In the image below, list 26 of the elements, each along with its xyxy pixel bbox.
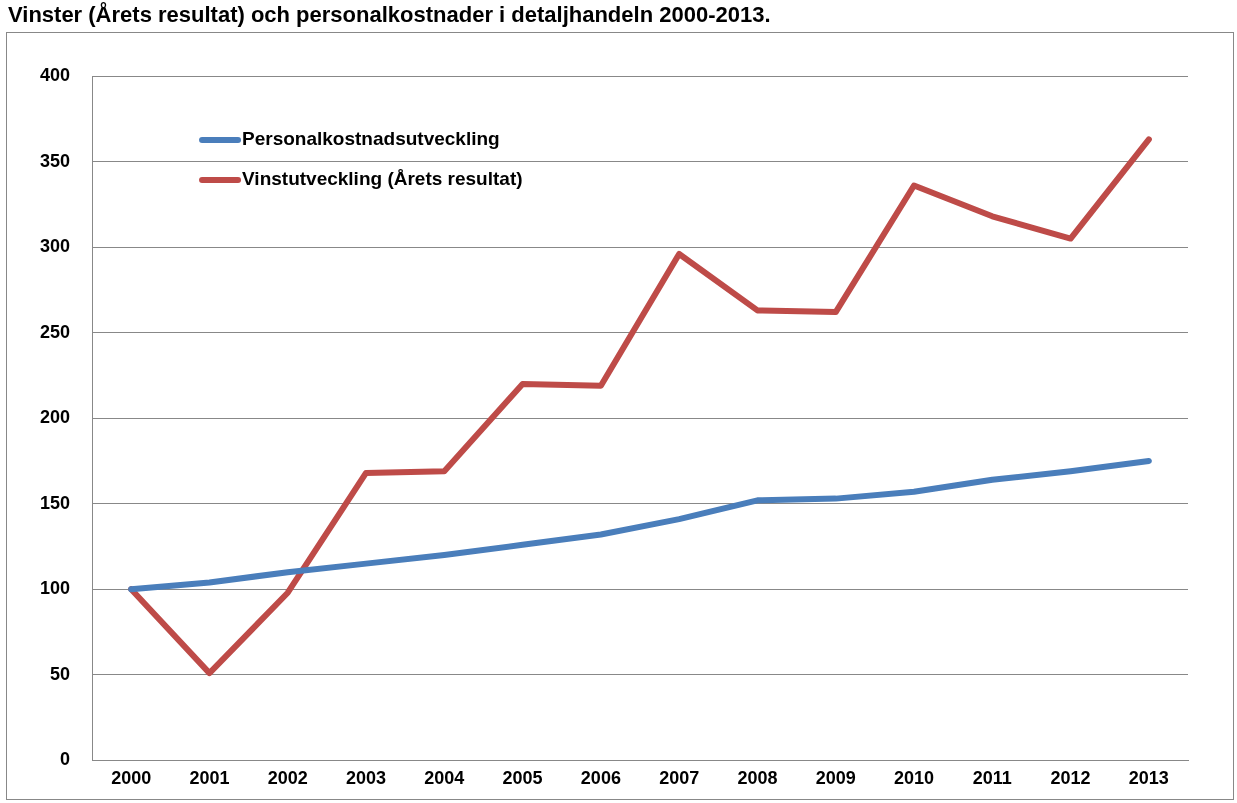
legend-label: Personalkostnadsutveckling [242,128,500,150]
y-tick-label: 150 [39,492,71,513]
y-tick-label: 250 [39,321,71,342]
y-tick-label: 200 [39,407,71,428]
x-tick-label: 2009 [815,768,856,789]
y-tick-label: 50 [50,663,71,684]
x-tick-label: 2004 [424,768,465,789]
x-tick-label: 2000 [111,768,152,789]
y-tick-label: 300 [39,236,71,257]
x-tick-label: 2006 [580,768,621,789]
x-tick-label: 2005 [502,768,543,789]
chart-title: Vinster (Årets resultat) och personalkostnader i detaljhandeln 2000-2013. [7,1,772,29]
x-tick-label: 2003 [346,768,387,789]
y-tick-label: 350 [39,150,71,171]
x-tick-label: 2012 [1050,768,1091,789]
x-tick-label: 2008 [737,768,778,789]
y-tick-label: 400 [39,64,71,85]
legend-label: Vinstutveckling (Årets resultat) [242,168,523,190]
x-tick-label: 2007 [659,768,700,789]
x-tick-label: 2013 [1128,768,1169,789]
y-tick-label: 0 [60,749,71,770]
y-tick-label: 100 [39,578,71,599]
x-tick-label: 2002 [267,768,308,789]
x-tick-label: 2001 [189,768,230,789]
x-tick-label: 2010 [893,768,935,789]
x-tick-label: 2011 [972,768,1012,789]
